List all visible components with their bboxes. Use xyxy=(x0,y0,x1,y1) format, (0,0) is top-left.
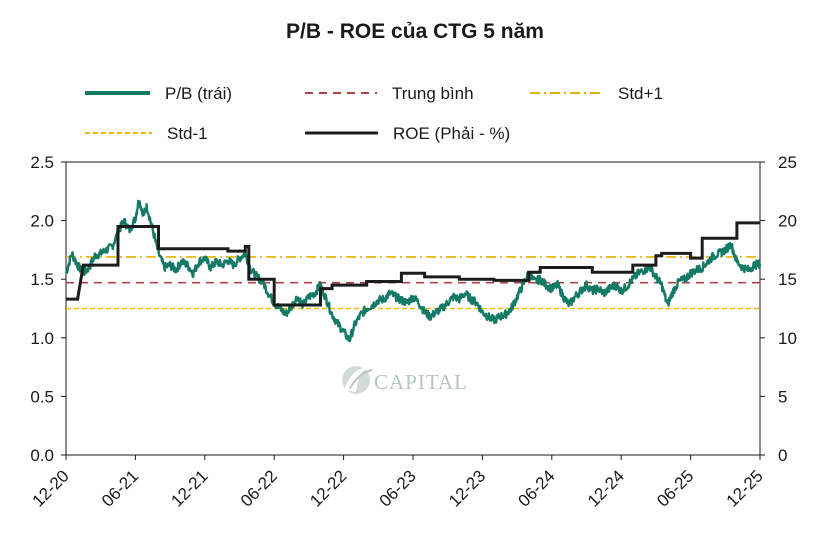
watermark: CAPITAL xyxy=(342,366,468,394)
x-tick-label: 06-22 xyxy=(237,466,281,510)
right-tick-label: 20 xyxy=(778,212,797,231)
legend-roe-label: ROE (Phải - %) xyxy=(393,124,510,143)
x-axis: 12-20 06-21 12-21 06-22 12-22 06-23 12-23 06-24… xyxy=(29,455,767,511)
watermark-logo-icon xyxy=(342,366,373,394)
reference-lines xyxy=(66,256,760,310)
left-tick-label: 0.0 xyxy=(30,446,54,465)
legend-pb-label: P/B (trái) xyxy=(165,84,232,103)
x-tick-label: 12-25 xyxy=(723,466,767,510)
right-tick-label: 10 xyxy=(778,329,797,348)
left-tick-label: 2.5 xyxy=(30,153,54,172)
left-axis: 0.0 0.5 1.0 1.5 2.0 2.5 xyxy=(30,153,66,465)
x-tick-label: 12-23 xyxy=(445,466,489,510)
x-tick-label: 12-22 xyxy=(306,466,350,510)
series-layer xyxy=(64,199,762,343)
legend-std-minus-label: Std-1 xyxy=(167,124,208,143)
right-tick-label: 0 xyxy=(778,446,787,465)
left-tick-label: 0.5 xyxy=(30,387,54,406)
x-tick-label: 12-20 xyxy=(29,466,73,510)
right-tick-label: 25 xyxy=(778,153,797,172)
x-tick-label: 06-25 xyxy=(653,466,697,510)
chart-title: P/B - ROE của CTG 5 năm xyxy=(286,20,544,43)
x-tick-label: 06-23 xyxy=(376,466,420,510)
x-tick-label: 06-24 xyxy=(514,466,558,510)
watermark-text: CAPITAL xyxy=(374,370,468,394)
x-tick-label: 12-21 xyxy=(167,466,211,510)
legend-mean-label: Trung bình xyxy=(392,84,474,103)
legend: P/B (trái) Trung bình Std+1 Std-1 ROE (P… xyxy=(85,84,663,143)
right-tick-label: 5 xyxy=(778,387,787,406)
roe-series-line xyxy=(66,221,760,307)
legend-std-plus-label: Std+1 xyxy=(618,84,663,103)
left-tick-label: 2.0 xyxy=(30,212,54,231)
left-tick-label: 1.0 xyxy=(30,329,54,348)
left-tick-label: 1.5 xyxy=(30,270,54,289)
x-tick-label: 12-24 xyxy=(584,466,628,510)
right-axis: 0 5 10 15 20 25 xyxy=(760,153,797,465)
pb-series-line xyxy=(64,199,762,343)
right-tick-label: 15 xyxy=(778,270,797,289)
x-tick-label: 06-21 xyxy=(98,466,142,510)
